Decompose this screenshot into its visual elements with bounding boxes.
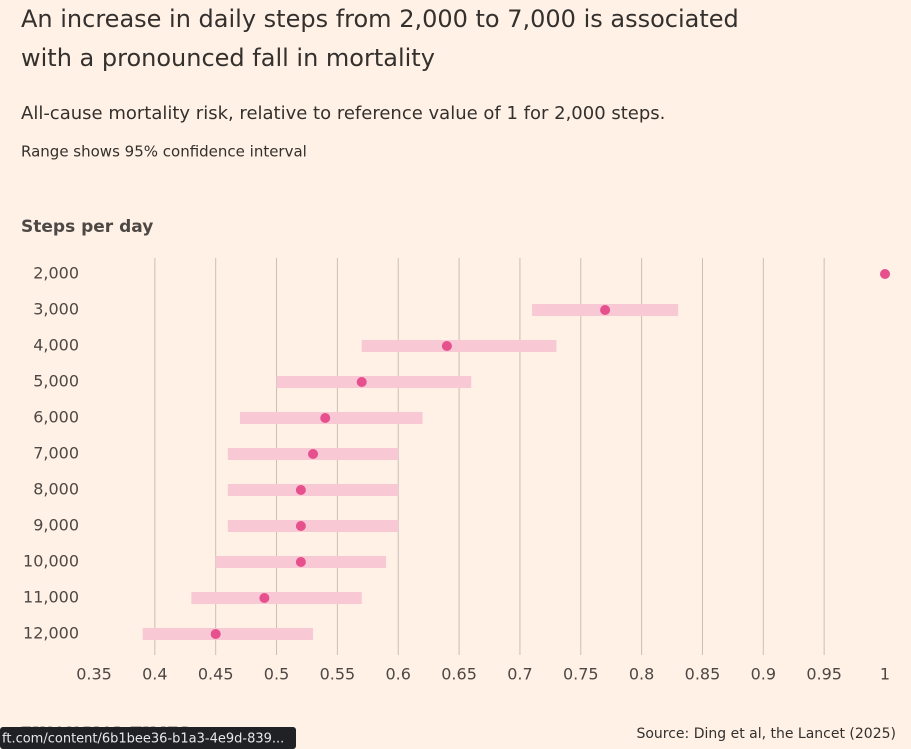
chart-title-line2: with a pronounced fall in mortality [21, 44, 435, 72]
x-tick-label: 0.95 [806, 665, 842, 684]
x-tick-label: 0.5 [264, 665, 289, 684]
x-tick-label: 0.65 [441, 665, 477, 684]
y-tick-label: 5,000 [33, 372, 79, 391]
dot [259, 593, 270, 603]
chart-subtitle: All-cause mortality risk, relative to re… [21, 103, 665, 124]
y-axis-label: Steps per day [21, 217, 153, 237]
chart-note: Range shows 95% confidence interval [21, 143, 307, 161]
ci-range [227, 520, 399, 532]
dot [295, 485, 306, 495]
status-bar: ft.com/content/6b1bee36-b1a3-4e9d-839... [2, 732, 284, 747]
y-tick-label: 7,000 [33, 444, 79, 463]
x-tick-label: 0.35 [76, 665, 112, 684]
dot [295, 521, 306, 531]
status-bar-bg [0, 727, 296, 749]
y-tick-label: 4,000 [33, 336, 79, 355]
y-tick-label: 9,000 [33, 516, 79, 535]
y-tick-label: 8,000 [33, 480, 79, 499]
x-tick-label: 0.4 [142, 665, 167, 684]
ci-range [361, 340, 557, 352]
dot [320, 413, 331, 423]
dot [210, 629, 221, 639]
dot [308, 449, 319, 459]
x-tick-label: 0.75 [563, 665, 599, 684]
ci-range [276, 376, 472, 388]
y-tick-label: 11,000 [23, 588, 79, 607]
x-tick-label: 0.8 [629, 665, 654, 684]
ci-range [142, 628, 314, 640]
dot [295, 557, 306, 567]
x-tick-label: 1 [880, 665, 890, 684]
source: Source: Ding et al, the Lancet (2025) [636, 726, 896, 742]
x-tick-label: 0.9 [751, 665, 776, 684]
dot [880, 269, 890, 279]
y-tick-label: 6,000 [33, 408, 79, 427]
x-tick-label: 0.45 [198, 665, 234, 684]
x-tick-label: 0.55 [320, 665, 356, 684]
chart-title-line1: An increase in daily steps from 2,000 to… [21, 5, 739, 33]
y-tick-label: 2,000 [33, 264, 79, 283]
y-tick-label: 12,000 [23, 624, 79, 643]
y-tick-label: 3,000 [33, 300, 79, 319]
ci-range [227, 484, 399, 496]
x-tick-label: 0.7 [507, 665, 532, 684]
dot [600, 305, 611, 315]
ci-range [240, 412, 423, 424]
ci-range [191, 592, 362, 604]
dot [441, 341, 452, 351]
dot [356, 377, 367, 387]
y-tick-label: 10,000 [23, 552, 79, 571]
x-tick-label: 0.6 [386, 665, 411, 684]
x-tick-label: 0.85 [685, 665, 721, 684]
